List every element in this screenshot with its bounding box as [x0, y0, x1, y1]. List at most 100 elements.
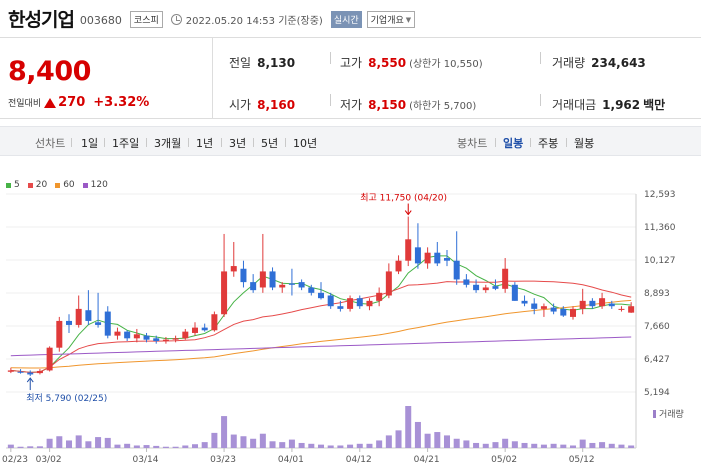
x-tick-label: 04/12	[346, 455, 372, 465]
x-tick-label: 05/02	[491, 455, 517, 465]
candle-body	[376, 292, 383, 301]
tab-1w[interactable]: 1주일	[112, 137, 140, 150]
candle-body	[153, 338, 160, 341]
company-overview-dropdown[interactable]: 기업개요 ▼	[366, 11, 416, 28]
divider	[104, 138, 105, 147]
clock-icon	[170, 14, 182, 25]
volume-bar	[443, 435, 451, 448]
candle-body	[46, 347, 53, 371]
current-price: 8,400	[8, 56, 91, 87]
volume-bar	[579, 439, 586, 448]
y-tick-label: 6,427	[644, 355, 670, 365]
volume-bar	[569, 445, 577, 448]
candle-body	[269, 271, 276, 288]
realtime-button[interactable]: 실시간	[330, 11, 362, 28]
volume-bar	[65, 440, 73, 448]
volume-bar	[104, 437, 111, 448]
divider	[330, 52, 331, 64]
tab-weekly[interactable]: 주봉	[538, 137, 559, 150]
legend-label: 120	[90, 180, 108, 190]
candle-body	[608, 303, 615, 307]
volume-bar	[385, 435, 392, 448]
volume-bar	[7, 444, 14, 448]
low-annotation: 최저 5,790 (02/25)	[26, 393, 107, 404]
ma5-line	[10, 255, 632, 373]
volume-value: 234,643	[591, 56, 646, 70]
candle-body	[308, 287, 315, 293]
tab-1y[interactable]: 1년	[196, 137, 214, 150]
candle-body	[356, 298, 363, 307]
candlestick-chart: 12,593 11,360 10,127 8,893 7,660 6,427 5,194 최고…	[2, 190, 684, 465]
current-price-box: 8,400 전일대비 270 +3.32%	[0, 38, 213, 119]
company-name: 한성기업	[8, 9, 75, 31]
volume-bar	[27, 446, 34, 448]
candle-body	[259, 271, 266, 288]
tab-5y[interactable]: 5년	[261, 137, 279, 150]
candle-body	[434, 252, 441, 264]
candle-body	[288, 283, 295, 285]
volume-bar	[337, 445, 344, 448]
volume-bar	[347, 444, 354, 448]
candle-body	[114, 331, 121, 336]
candle-body	[502, 268, 509, 289]
volume-bar	[473, 442, 480, 448]
tab-daily[interactable]: 일봉	[503, 137, 524, 150]
volume-bar	[511, 441, 518, 448]
candle-body	[240, 268, 247, 283]
volume-bar	[56, 436, 63, 448]
tab-3m[interactable]: 3개월	[154, 137, 182, 150]
volume-bar	[259, 433, 266, 448]
low-value: 8,150	[368, 98, 407, 112]
high-label: 고가	[340, 56, 363, 70]
candle-body	[143, 335, 150, 340]
volume-bar	[550, 443, 557, 448]
volume-bar	[628, 445, 635, 448]
y-tick-label: 11,360	[644, 223, 676, 233]
volume-bar	[521, 442, 528, 448]
candle-body	[589, 300, 596, 307]
candle-body	[385, 271, 392, 296]
candle-body	[211, 314, 218, 331]
x-tick-label: 04/21	[414, 455, 440, 465]
volume-bar	[376, 440, 383, 448]
candle-body	[104, 311, 111, 336]
candle-body	[172, 338, 179, 340]
upper-limit: (상한가 10,550)	[409, 59, 483, 70]
ma20-line	[10, 280, 632, 373]
candle-body	[395, 260, 402, 272]
volume-bar	[153, 445, 160, 448]
volume-bar	[230, 434, 237, 448]
high-cell: 고가 8,550 (상한가 10,550)	[340, 54, 483, 71]
low-cell: 저가 8,150 (하한가 5,700)	[340, 96, 476, 113]
ma60-line	[10, 299, 632, 369]
volume-bar	[211, 432, 218, 448]
stock-code: 003680	[79, 13, 122, 27]
tab-10y[interactable]: 10년	[293, 137, 318, 150]
volume-bar	[143, 445, 150, 448]
chevron-down-icon: ▼	[405, 15, 412, 24]
volume-bar	[85, 441, 92, 448]
candle-body	[531, 303, 538, 309]
divider	[330, 94, 331, 106]
volume-bar	[201, 442, 208, 448]
tab-1d[interactable]: 1일	[81, 137, 99, 150]
amount-unit: 백만	[643, 98, 666, 112]
prev-close-cell: 전일 8,130	[229, 54, 295, 71]
tab-3y[interactable]: 3년	[229, 137, 247, 150]
tab-monthly[interactable]: 월봉	[574, 137, 595, 150]
candle-body	[405, 239, 412, 261]
legend-item: 120	[82, 180, 108, 190]
price-summary: 8,400 전일대비 270 +3.32% 전일 8,130 고가 8,550 …	[0, 38, 701, 119]
volume-bar	[453, 438, 460, 448]
y-tick-label: 7,660	[644, 322, 670, 332]
quote-datetime: 2022.05.20 14:53 기준(장중)	[185, 16, 323, 27]
candle-body	[36, 370, 43, 374]
volume-label: 거래량	[552, 56, 586, 70]
candle-body	[482, 287, 489, 291]
divider	[71, 138, 72, 147]
volume-bar	[191, 444, 199, 448]
amount-cell: 거래대금 1,962 백만	[552, 96, 665, 113]
x-tick-label: 03/23	[210, 455, 236, 465]
up-triangle-icon	[44, 97, 57, 108]
candle-body	[65, 320, 73, 325]
